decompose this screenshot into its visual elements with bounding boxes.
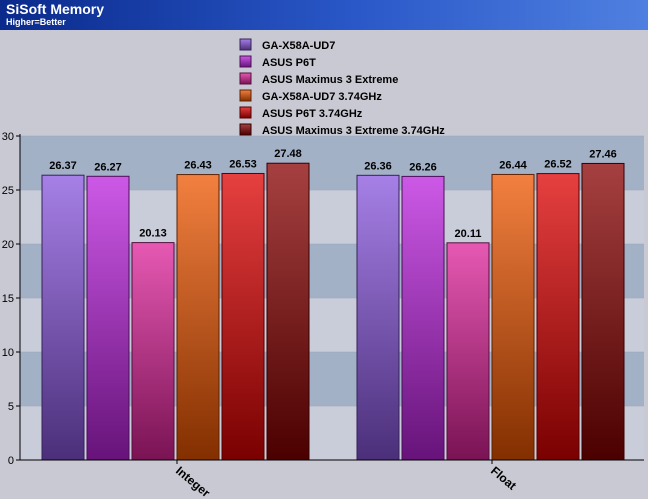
legend-label: ASUS P6T 3.74GHz [262, 108, 363, 120]
y-tick-label: 15 [2, 293, 14, 305]
data-label: 27.48 [274, 148, 302, 160]
data-label: 26.26 [409, 161, 437, 173]
bar [581, 162, 625, 461]
data-label: 26.36 [364, 160, 392, 172]
bar [176, 174, 220, 461]
bar [401, 175, 445, 461]
bar [86, 175, 130, 461]
legend-swatch [239, 89, 252, 102]
data-label: 26.52 [544, 159, 572, 171]
category-label: Integer [173, 464, 213, 499]
category-label: Float [488, 464, 519, 493]
bar [266, 162, 310, 461]
y-tick-label: 30 [2, 131, 14, 143]
chart-subtitle: Higher=Better [6, 17, 66, 27]
chart-title: SiSoft Memory [6, 1, 105, 17]
bar [446, 242, 490, 461]
bar [536, 173, 580, 461]
data-label: 26.27 [94, 161, 122, 173]
y-tick-label: 5 [8, 401, 14, 413]
legend-label: ASUS Maximus 3 Extreme 3.74GHz [262, 125, 445, 137]
legend-label: GA-X58A-UD7 3.74GHz [262, 91, 382, 103]
chart-header: SiSoft Memory Higher=Better [0, 0, 648, 30]
legend-label: ASUS Maximus 3 Extreme [262, 74, 398, 86]
y-tick-label: 0 [8, 455, 14, 467]
legend-swatch [239, 123, 252, 136]
bar [131, 242, 175, 461]
y-tick-label: 25 [2, 185, 14, 197]
data-label: 27.46 [589, 148, 617, 160]
bar [356, 174, 400, 461]
data-label: 26.37 [49, 160, 77, 172]
data-label: 26.44 [499, 159, 527, 171]
data-label: 20.13 [139, 228, 167, 240]
y-tick-label: 10 [2, 347, 14, 359]
data-label: 26.43 [184, 160, 212, 172]
bar [41, 174, 85, 461]
y-tick-label: 20 [2, 239, 14, 251]
legend-label: ASUS P6T [262, 57, 316, 69]
data-label: 26.53 [229, 158, 257, 170]
data-label: 20.11 [455, 228, 482, 240]
legend: GA-X58A-UD7 ASUS P6T ASUS Maximus 3 Extrem… [239, 38, 445, 137]
legend-swatch [239, 106, 252, 119]
bar [221, 172, 265, 461]
legend-swatch [239, 38, 252, 51]
legend-label: GA-X58A-UD7 [262, 40, 335, 52]
legend-swatch [239, 55, 252, 68]
bars: 26.37 26.27 20.13 26.43 26.53 27.48 26.36 26.26… [41, 148, 625, 461]
bar [491, 173, 535, 461]
legend-swatch [239, 72, 252, 85]
